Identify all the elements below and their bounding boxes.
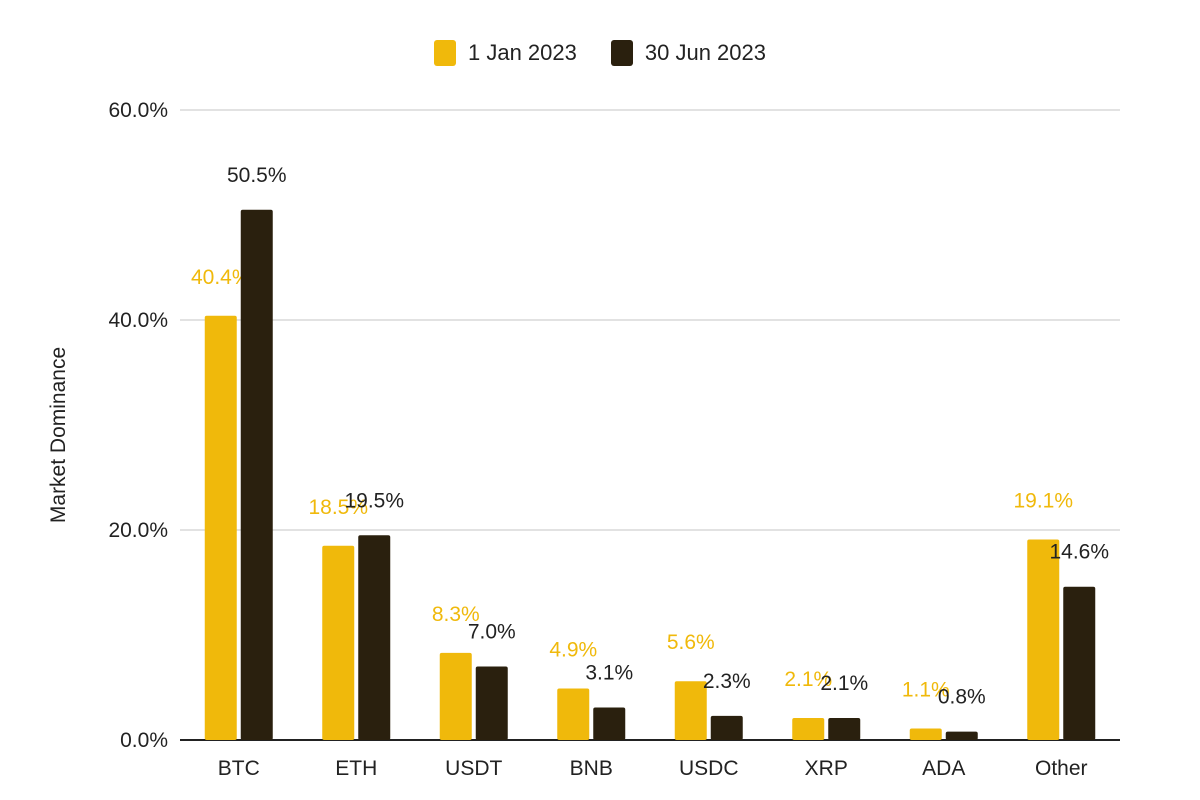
legend-label-series-1: 1 Jan 2023 (468, 40, 577, 65)
legend-swatch-series-2 (610, 40, 633, 66)
bar-jun (593, 707, 626, 740)
data-label: 5.6% (667, 631, 715, 654)
x-tick-label: BTC (218, 757, 260, 780)
bar-jan (674, 681, 707, 740)
data-label: 4.9% (549, 639, 597, 662)
x-tick-label: ADA (922, 757, 965, 780)
bar-jun (828, 717, 861, 740)
y-tick-label: 40.0% (108, 309, 168, 332)
data-label: 2.1% (820, 672, 868, 695)
data-label: 7.0% (468, 621, 516, 644)
x-tick-label: USDT (445, 757, 502, 780)
x-tick-label: BNB (570, 757, 613, 780)
bar-jun (475, 666, 508, 740)
x-tick-label: XRP (805, 757, 848, 780)
legend-label-series-2: 30 Jun 2023 (644, 40, 766, 65)
y-axis-label: Market Dominance (47, 347, 70, 523)
x-tick-label: ETH (335, 757, 377, 780)
bar-jan (1027, 539, 1060, 740)
data-label: 0.8% (938, 686, 986, 709)
y-tick-label: 60.0% (108, 99, 168, 122)
legend-swatch-series-1 (434, 40, 456, 66)
data-label: 8.3% (432, 603, 480, 626)
bar-jan (792, 717, 825, 740)
bar-jan (557, 688, 590, 740)
data-label: 3.1% (585, 661, 633, 684)
data-label: 14.6% (1049, 541, 1109, 564)
data-label: 18.5% (308, 496, 368, 519)
y-tick-label: 20.0% (108, 519, 168, 542)
bar-jun (1063, 586, 1096, 740)
bar-jan (909, 728, 942, 740)
data-label: 1.1% (902, 678, 950, 701)
data-label: 19.5% (344, 489, 404, 512)
data-label: 50.5% (227, 164, 287, 187)
data-label: 2.1% (784, 668, 832, 691)
data-label: 40.4% (191, 266, 251, 289)
data-label: 19.1% (1013, 489, 1073, 512)
bar-jun (240, 209, 273, 740)
bar-jun (945, 731, 978, 740)
y-tick-label: 0.0% (120, 729, 168, 752)
x-tick-label: Other (1035, 757, 1088, 780)
legend-item-series-1[interactable]: 1 Jan 2023 (434, 40, 577, 66)
bar-jan (204, 315, 237, 740)
x-tick-label: USDC (679, 757, 739, 780)
bar-jan (439, 652, 472, 740)
data-label: 2.3% (703, 670, 751, 693)
bar-jun (710, 715, 743, 740)
legend: 1 Jan 2023 30 Jun 2023 (0, 40, 1200, 66)
legend-item-series-2[interactable]: 30 Jun 2023 (610, 40, 766, 66)
bar-jan (322, 545, 355, 740)
bar-jun (358, 535, 391, 740)
